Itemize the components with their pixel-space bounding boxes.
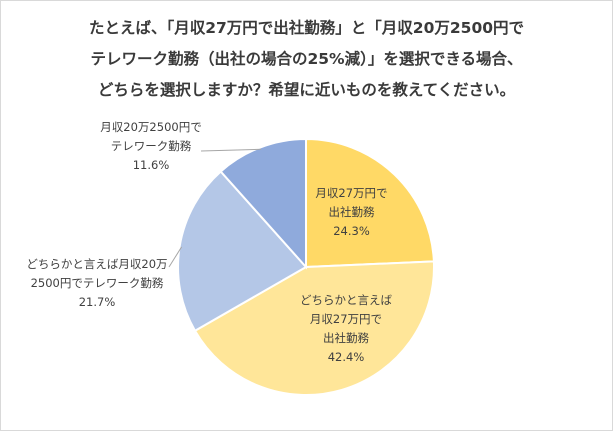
slice-label-lean-office: どちらかと言えば 月収27万円で 出社勤務 42.4% bbox=[286, 291, 406, 367]
slice-value-label: 24.3% bbox=[333, 224, 370, 238]
slice-label-line: 月収27万円で bbox=[309, 312, 383, 326]
chart-title-line: テレワーク勤務（出社の場合の25%減）」を選択できる場合、 bbox=[90, 50, 523, 68]
leader-line bbox=[168, 246, 183, 268]
slice-label-line: 月収20万2500円で bbox=[100, 120, 202, 134]
slice-value-label: 42.4% bbox=[327, 350, 365, 364]
chart-title-line: たとえば、「月収27万円で出社勤務」と「月収20万2500円で bbox=[88, 19, 525, 37]
slice-label-lean-telework: どちらかと言えば月収20万 2500円でテレワーク勤務 21.7% bbox=[21, 255, 173, 312]
pie-slice-outright-telework bbox=[219, 137, 307, 270]
pie-slice-lean-telework bbox=[177, 170, 308, 333]
slice-label-line: 出社勤務 bbox=[323, 331, 369, 345]
chart-title: たとえば、「月収27万円で出社勤務」と「月収20万2500円で テレワーク勤務（… bbox=[1, 13, 612, 106]
pie-slice-lean-office bbox=[193, 260, 435, 396]
slice-label-line: 2500円でテレワーク勤務 bbox=[30, 276, 164, 290]
slice-label-line: どちらかと言えば bbox=[300, 293, 392, 307]
slice-label-outright-telework: 月収20万2500円で テレワーク勤務 11.6% bbox=[88, 118, 214, 175]
slice-value-label: 21.7% bbox=[78, 295, 116, 309]
slice-label-outright-office: 月収27万円で 出社勤務 24.3% bbox=[304, 184, 399, 241]
slice-value-label: 11.6% bbox=[132, 158, 170, 172]
slice-label-line: 月収27万円で bbox=[315, 186, 388, 200]
slice-label-line: どちらかと言えば月収20万 bbox=[26, 257, 168, 271]
slice-label-line: 出社勤務 bbox=[328, 205, 375, 219]
leader-line bbox=[200, 148, 262, 152]
slice-label-line: テレワーク勤務 bbox=[110, 139, 192, 153]
chart-title-line: どちらを選択しますか？希望に近いものを教えてください。 bbox=[97, 81, 516, 99]
pie-slice-outright-office bbox=[305, 137, 435, 269]
